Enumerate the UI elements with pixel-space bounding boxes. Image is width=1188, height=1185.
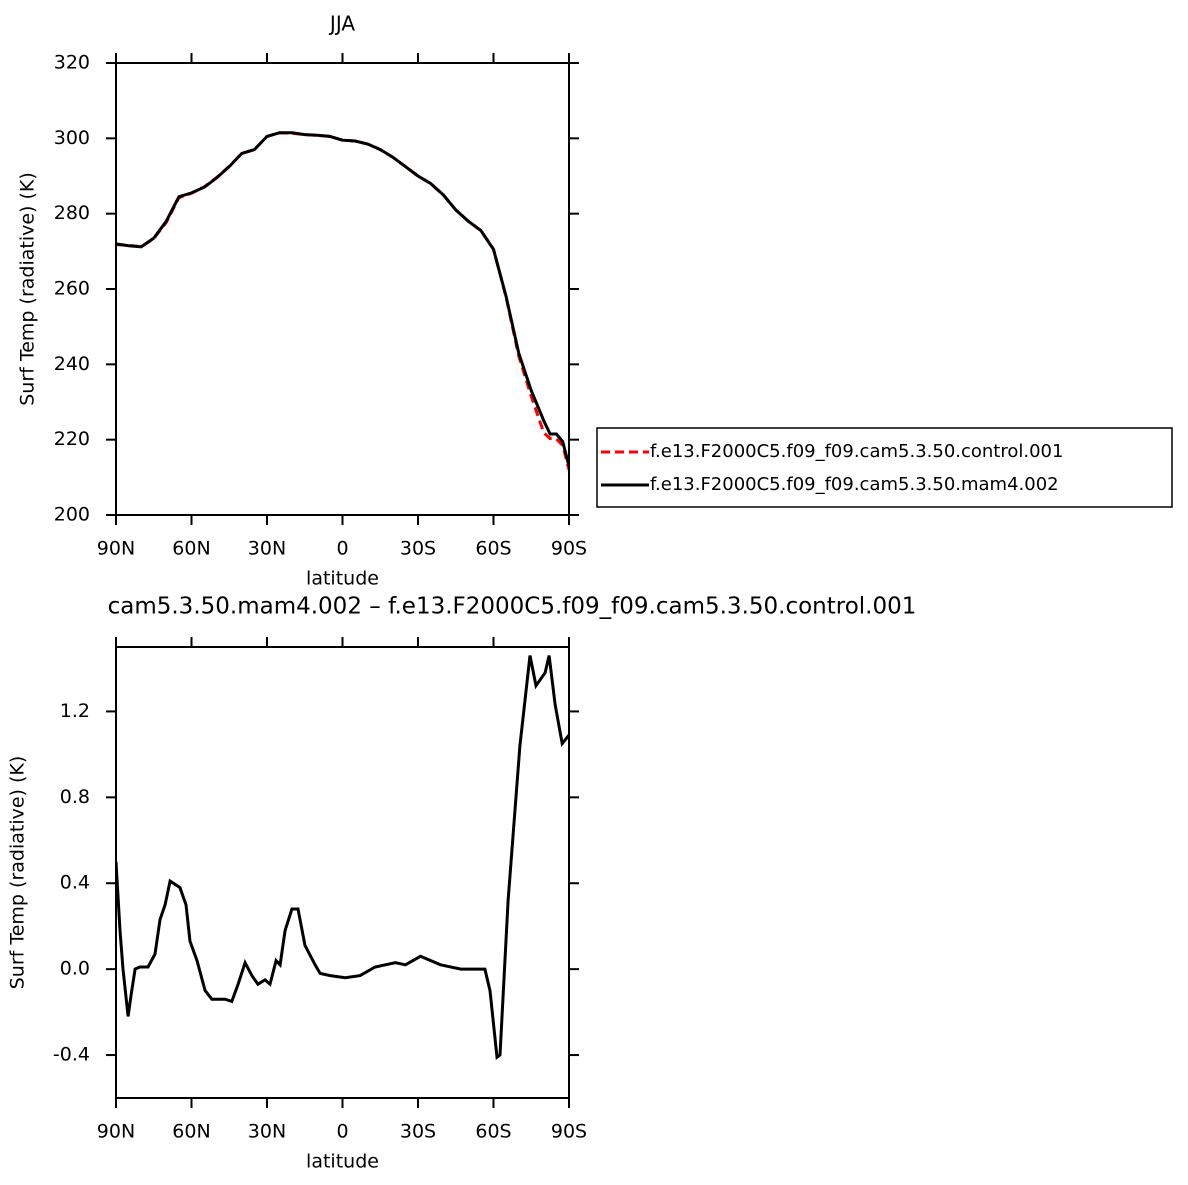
y-axis-label: Surf Temp (radiative) (K) bbox=[17, 172, 39, 406]
x-tick-label: 60S bbox=[475, 1121, 511, 1143]
x-tick-label: 0 bbox=[336, 1121, 348, 1143]
x-axis-label: latitude bbox=[306, 568, 379, 590]
x-tick-label: 0 bbox=[336, 538, 348, 560]
y-tick-label: -0.4 bbox=[53, 1044, 90, 1066]
x-tick-label: 90S bbox=[551, 1121, 587, 1143]
x-tick-label: 90N bbox=[97, 1121, 135, 1143]
x-tick-label: 30N bbox=[248, 538, 286, 560]
x-tick-label: 60N bbox=[172, 538, 210, 560]
y-tick-label: 1.2 bbox=[60, 700, 90, 722]
data-line bbox=[116, 131, 569, 467]
y-tick-label: 320 bbox=[54, 52, 90, 74]
y-tick-label: 240 bbox=[54, 353, 90, 375]
x-tick-label: 30S bbox=[400, 538, 436, 560]
y-tick-label: 200 bbox=[54, 504, 90, 526]
y-axis-label: Surf Temp (radiative) (K) bbox=[7, 756, 29, 990]
chart-title: JJA bbox=[328, 12, 355, 36]
y-tick-label: 0.8 bbox=[60, 786, 90, 808]
legend-label: f.e13.F2000C5.f09_f09.cam5.3.50.control.… bbox=[650, 441, 1063, 462]
plot-frame bbox=[115, 646, 570, 1099]
x-tick-label: 60N bbox=[172, 1121, 210, 1143]
y-tick-label: 220 bbox=[54, 428, 90, 450]
y-tick-label: 300 bbox=[54, 127, 90, 149]
data-line bbox=[116, 131, 569, 471]
x-tick-label: 90N bbox=[97, 538, 135, 560]
y-tick-label: 0.4 bbox=[60, 872, 90, 894]
x-tick-label: 90S bbox=[551, 538, 587, 560]
y-tick-label: 260 bbox=[54, 278, 90, 300]
y-tick-label: 0.0 bbox=[60, 958, 90, 980]
data-line bbox=[116, 655, 569, 1060]
y-tick-label: 280 bbox=[54, 202, 90, 224]
x-tick-label: 30S bbox=[400, 1121, 436, 1143]
chart-title: cam5.3.50.mam4.002 – f.e13.F2000C5.f09_f… bbox=[108, 594, 917, 620]
legend-box bbox=[596, 427, 1173, 508]
legend-label: f.e13.F2000C5.f09_f09.cam5.3.50.mam4.002 bbox=[650, 474, 1059, 495]
x-tick-label: 60S bbox=[475, 538, 511, 560]
plot-frame bbox=[115, 62, 570, 516]
x-axis-label: latitude bbox=[306, 1151, 379, 1173]
x-tick-label: 30N bbox=[248, 1121, 286, 1143]
